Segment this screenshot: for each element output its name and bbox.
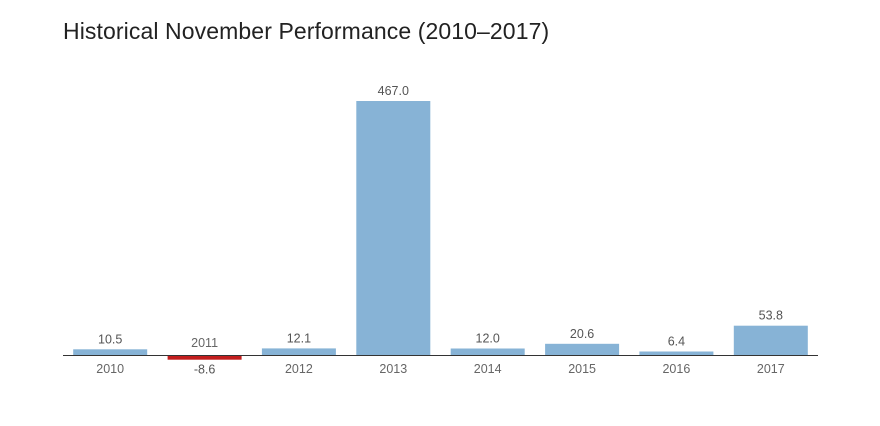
bar-2017: [733, 325, 808, 355]
x-tick-label-2012: 2012: [285, 362, 313, 376]
x-tick-label-2016: 2016: [662, 362, 690, 376]
bar-2015: [545, 343, 620, 355]
value-label-2010: 10.5: [98, 332, 122, 346]
bar-2014: [450, 348, 525, 355]
value-label-2014: 12.0: [476, 332, 500, 346]
bars-layer: [73, 101, 808, 360]
value-label-2016: 6.4: [668, 335, 685, 349]
bar-2012: [261, 348, 336, 355]
x-tick-label-2015: 2015: [568, 362, 596, 376]
value-label-2011: -8.6: [194, 363, 216, 377]
bar-2010: [73, 349, 148, 355]
x-tick-label-2010: 2010: [96, 362, 124, 376]
chart-title: Historical November Performance (2010–20…: [63, 18, 550, 44]
x-tick-label-2013: 2013: [379, 362, 407, 376]
value-label-2015: 20.6: [570, 327, 594, 341]
value-label-2017: 53.8: [759, 309, 783, 323]
bar-2016: [639, 351, 714, 355]
x-tick-label-2011: 2011: [191, 336, 218, 350]
x-tick-label-2014: 2014: [474, 362, 502, 376]
value-label-2013: 467.0: [378, 84, 409, 98]
bar-2011: [167, 355, 242, 360]
bar-2013: [356, 101, 431, 355]
labels-layer: 10.5 2010 -8.6 2011 12.1 2012 467.0 2013 12.0 201…: [96, 84, 784, 377]
x-tick-label-2017: 2017: [757, 362, 785, 376]
value-label-2012: 12.1: [287, 331, 311, 345]
